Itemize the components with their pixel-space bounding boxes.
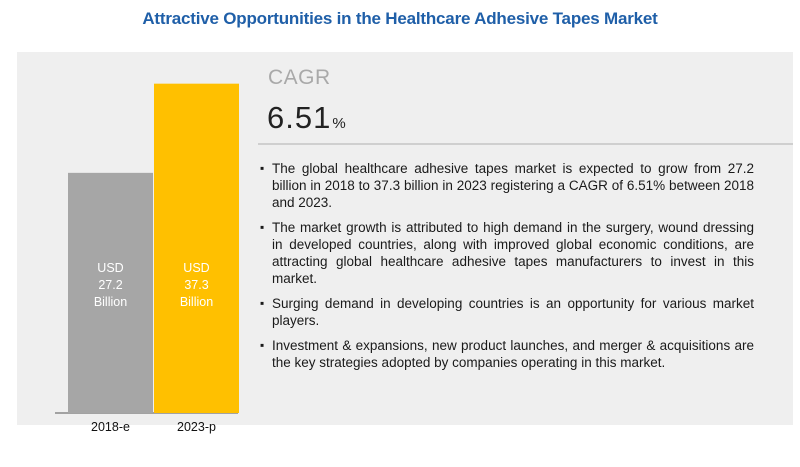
- bar-label-line: USD: [183, 261, 210, 275]
- bar-value-label: USD 27.2 Billion: [68, 260, 153, 311]
- bar-label-line: 37.3: [184, 278, 209, 292]
- key-points-list: The global healthcare adhesive tapes mar…: [258, 160, 754, 379]
- bar-label-line: Billion: [93, 295, 128, 309]
- bar-2018-e: [68, 172, 153, 413]
- cagr-divider: [258, 143, 793, 145]
- cagr-number: 6.51: [267, 100, 332, 135]
- category-label: 2018-e: [91, 420, 130, 434]
- key-point: Investment & expansions, new product lau…: [258, 337, 754, 371]
- cagr-unit: %: [332, 115, 346, 132]
- bar-label-line: 27.2: [98, 278, 123, 292]
- category-label: 2023-p: [177, 420, 216, 434]
- bar-label-line: Billion: [179, 295, 214, 309]
- key-point: Surging demand in developing countries i…: [258, 295, 754, 329]
- bar-label-line: USD: [97, 261, 124, 275]
- key-point: The global healthcare adhesive tapes mar…: [258, 160, 754, 211]
- bar-2023-p: [154, 83, 239, 414]
- page-title: Attractive Opportunities in the Healthca…: [142, 9, 658, 28]
- bar-value-label: USD 37.3 Billion: [154, 260, 239, 311]
- cagr-heading: CAGR: [268, 66, 331, 89]
- key-point: The market growth is attributed to high …: [258, 219, 754, 287]
- cagr-value: 6.51%: [267, 100, 346, 136]
